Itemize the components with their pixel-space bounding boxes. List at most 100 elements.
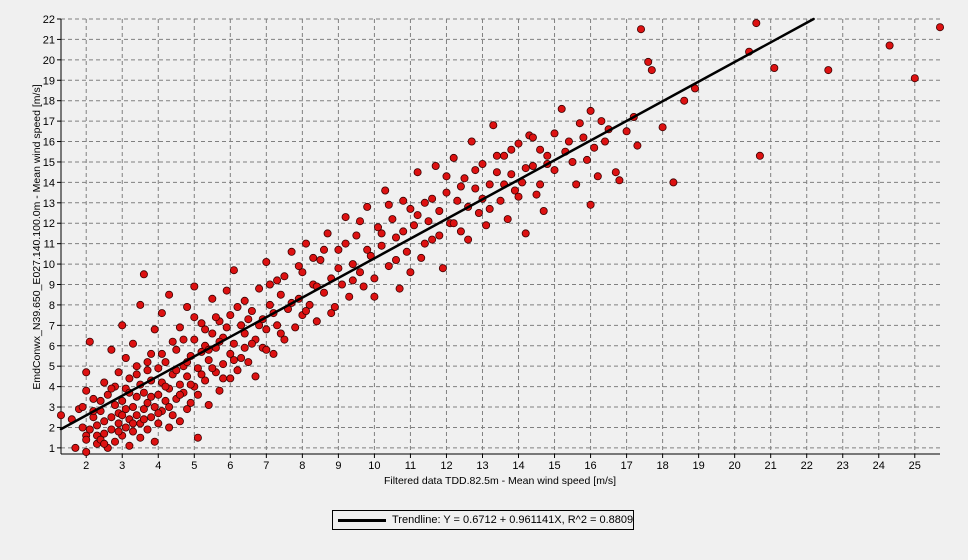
x-tick-label: 25 <box>909 460 921 472</box>
data-point <box>572 180 581 189</box>
data-point <box>82 447 91 456</box>
data-point <box>193 433 202 442</box>
x-tick-label: 21 <box>765 460 777 472</box>
data-point <box>521 229 530 238</box>
data-point <box>492 151 501 160</box>
data-point <box>348 260 357 269</box>
y-tick-label: 11 <box>44 239 55 251</box>
data-point <box>824 66 833 75</box>
data-point <box>334 245 343 254</box>
y-tick-label: 4 <box>49 382 55 394</box>
data-point <box>132 362 141 371</box>
data-point <box>276 290 285 299</box>
data-point <box>226 311 235 320</box>
data-point <box>128 427 137 436</box>
data-point <box>190 313 199 322</box>
data-point <box>399 196 408 205</box>
data-point <box>143 366 152 375</box>
x-axis-label: Filtered data TDD.82.5m - Mean wind spee… <box>384 475 616 487</box>
x-tick-label: 18 <box>656 460 668 472</box>
data-point <box>355 217 364 226</box>
data-point <box>219 374 228 383</box>
data-point <box>273 321 282 330</box>
data-point <box>107 413 116 422</box>
x-tick-label: 24 <box>873 460 885 472</box>
data-point <box>377 229 386 238</box>
data-point <box>402 247 411 256</box>
data-point <box>309 253 318 262</box>
y-tick-label: 2 <box>49 422 55 434</box>
data-point <box>262 257 271 266</box>
y-tick-label: 9 <box>49 279 55 291</box>
data-point <box>316 255 325 264</box>
data-point <box>319 288 328 297</box>
y-tick-label: 3 <box>49 402 55 414</box>
data-point <box>503 215 512 224</box>
data-point <box>247 306 256 315</box>
data-point <box>240 343 249 352</box>
data-point <box>583 155 592 164</box>
data-point <box>237 353 246 362</box>
y-tick-label: 5 <box>49 361 55 373</box>
data-point <box>536 145 545 154</box>
data-point <box>165 423 174 432</box>
y-tick-label: 8 <box>49 300 55 312</box>
data-point <box>381 186 390 195</box>
y-tick-label: 7 <box>49 320 55 332</box>
data-point <box>363 245 372 254</box>
y-tick-label: 10 <box>43 259 55 271</box>
data-point <box>161 396 170 405</box>
data-point <box>593 172 602 181</box>
data-point <box>237 321 246 330</box>
data-point <box>219 360 228 369</box>
data-point <box>208 329 217 338</box>
data-point <box>226 374 235 383</box>
x-tick-label: 9 <box>335 460 341 472</box>
data-point <box>82 368 91 377</box>
data-point <box>85 337 94 346</box>
x-tick-label: 23 <box>837 460 849 472</box>
data-point <box>449 219 458 228</box>
data-point <box>175 380 184 389</box>
data-point <box>100 429 109 438</box>
data-point <box>319 245 328 254</box>
data-point <box>269 349 278 358</box>
data-point <box>633 141 642 150</box>
data-point <box>143 398 152 407</box>
data-point <box>363 202 372 211</box>
data-point <box>118 396 127 405</box>
data-point <box>183 302 192 311</box>
data-point <box>575 119 584 128</box>
data-point <box>201 376 210 385</box>
y-tick-label: 15 <box>43 157 55 169</box>
data-point <box>586 200 595 209</box>
data-point <box>183 405 192 414</box>
data-point <box>125 441 134 450</box>
x-tick-label: 10 <box>368 460 380 472</box>
data-point <box>190 335 199 344</box>
data-point <box>143 358 152 367</box>
y-tick-label: 20 <box>43 55 55 67</box>
y-tick-label: 22 <box>43 14 55 26</box>
legend-trendline-swatch <box>338 518 386 522</box>
data-point <box>485 180 494 189</box>
y-tick-label: 12 <box>43 218 55 230</box>
data-point <box>431 161 440 170</box>
data-point <box>770 64 779 73</box>
data-point <box>294 262 303 271</box>
data-point <box>186 398 195 407</box>
data-point <box>147 349 156 358</box>
data-point <box>442 188 451 197</box>
y-tick-label: 18 <box>43 96 55 108</box>
data-point <box>352 231 361 240</box>
data-point <box>183 372 192 381</box>
data-point <box>345 292 354 301</box>
data-point <box>460 174 469 183</box>
data-point <box>262 325 271 334</box>
data-point <box>96 396 105 405</box>
data-point <box>128 339 137 348</box>
data-point <box>265 300 274 309</box>
data-point <box>251 372 260 381</box>
x-tick-label: 12 <box>440 460 452 472</box>
